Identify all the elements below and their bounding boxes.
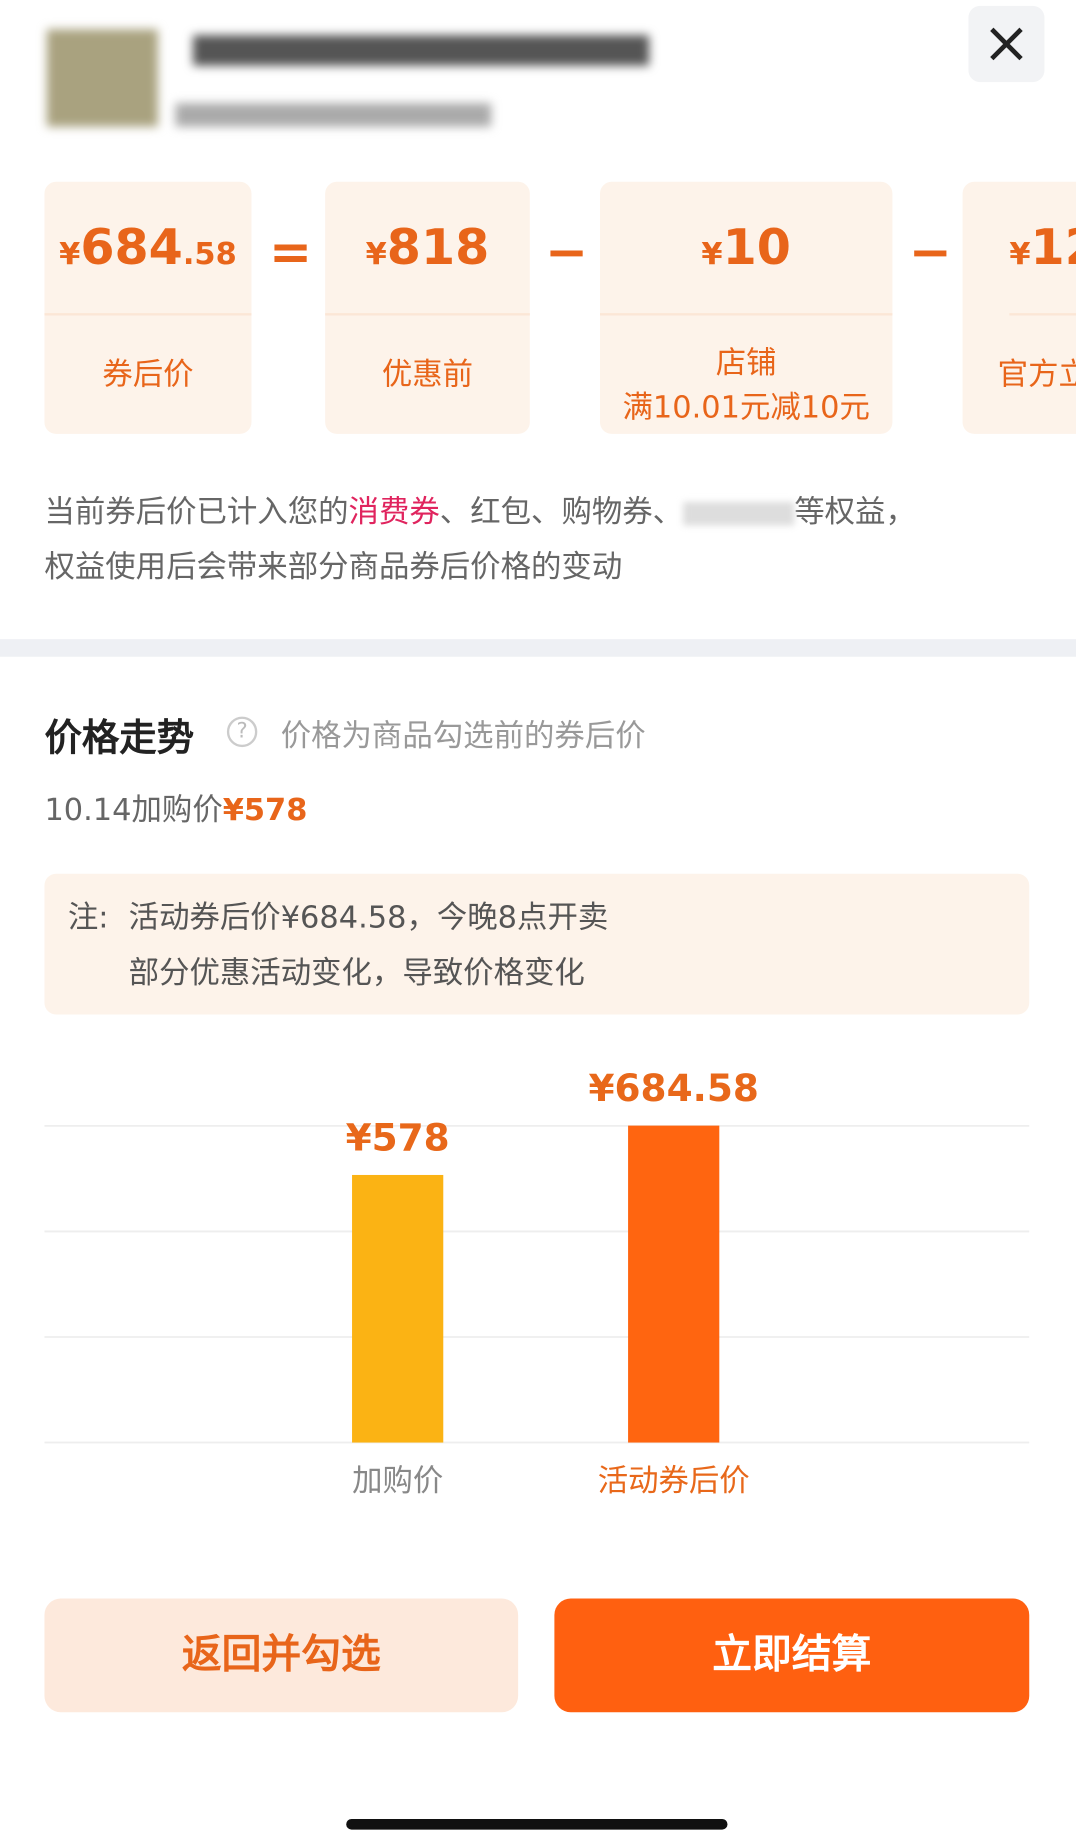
x-tick-label: 加购价 xyxy=(352,1464,443,1499)
blurred-text xyxy=(683,501,795,525)
amount-integer: 12 xyxy=(1030,218,1076,276)
back-button[interactable]: 返回并勾选 xyxy=(44,1598,519,1713)
product-title-blurred xyxy=(192,35,650,66)
currency: ¥ xyxy=(59,236,81,273)
card-label-line: 店铺 xyxy=(715,345,777,382)
value-label: ¥578 xyxy=(346,1115,450,1159)
card-label: 店铺满10.01元减10元 xyxy=(600,315,892,430)
card-label: 优惠前 xyxy=(381,357,474,393)
product-thumbnail xyxy=(46,29,158,127)
notice-text: 、红包、购物券、 xyxy=(439,494,684,531)
amount-integer: 10 xyxy=(722,218,791,276)
history-label: 10.14加购价 xyxy=(44,792,223,828)
note-box: 注: 活动券后价¥684.58，今晚8点开卖 部分优惠活动变化，导致价格变化 xyxy=(44,873,1030,1015)
currency: ¥ xyxy=(701,236,723,273)
bar xyxy=(352,1174,444,1443)
notice-highlight: 消费券 xyxy=(348,494,440,531)
product-spec-blurred xyxy=(175,103,492,127)
notice-text: 当前券后价已计入您的 xyxy=(44,494,349,531)
currency: ¥ xyxy=(365,236,387,273)
note-line: 活动券后价¥684.58，今晚8点开卖 xyxy=(128,900,609,936)
history-value: ¥578 xyxy=(222,792,308,828)
section-title: 价格走势 xyxy=(44,715,195,760)
home-indicator xyxy=(346,1819,728,1830)
amount-integer: 818 xyxy=(386,218,490,276)
operator: − xyxy=(908,222,952,283)
price-card: ¥684.58 券后价 xyxy=(44,181,252,434)
x-tick-label: 活动券后价 xyxy=(598,1464,750,1499)
price-card: ¥10 店铺满10.01元减10元 xyxy=(600,181,893,434)
close-icon xyxy=(990,27,1023,61)
value-label: ¥684.58 xyxy=(588,1066,758,1110)
amount: ¥12 xyxy=(1009,182,1076,316)
price-card: ¥818 优惠前 xyxy=(325,181,530,434)
amount-decimal: .58 xyxy=(182,236,237,273)
close-button[interactable] xyxy=(968,5,1045,83)
price-card: ¥12 官方立 xyxy=(962,181,1076,434)
currency: ¥ xyxy=(1009,236,1031,273)
history-price: 10.14加购价¥578 xyxy=(44,786,307,829)
amount: ¥10 xyxy=(600,182,893,316)
operator: − xyxy=(545,222,589,283)
notice-text: 等权益， xyxy=(794,494,916,531)
checkout-button[interactable]: 立即结算 xyxy=(554,1598,1030,1713)
card-sublabel: 满10.01元减10元 xyxy=(622,390,870,426)
notice-line: 当前券后价已计入您的消费券、红包、购物券、 等权益， xyxy=(44,488,915,531)
card-label: 券后价 xyxy=(102,357,194,393)
amount: ¥818 xyxy=(325,182,530,316)
section-divider xyxy=(0,639,1076,657)
card-label: 官方立 xyxy=(997,357,1076,393)
section-subtitle: 价格为商品勾选前的券后价 xyxy=(280,718,646,755)
amount-integer: 684 xyxy=(80,218,183,276)
note-line: 部分优惠活动变化，导致价格变化 xyxy=(128,955,585,992)
note-prefix: 注: xyxy=(67,900,109,936)
notice-line: 权益使用后会带来部分商品券后价格的变动 xyxy=(44,550,623,586)
bar xyxy=(628,1125,720,1443)
amount: ¥684.58 xyxy=(44,182,252,316)
help-icon[interactable]: ? xyxy=(226,716,258,748)
operator: = xyxy=(269,222,313,283)
